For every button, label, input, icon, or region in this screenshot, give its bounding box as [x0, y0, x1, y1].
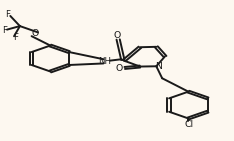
Text: O: O [116, 64, 123, 73]
Text: N: N [155, 62, 162, 71]
Text: Cl: Cl [185, 120, 194, 129]
Text: O: O [113, 31, 121, 40]
Text: F: F [5, 10, 10, 19]
Text: F: F [2, 26, 7, 35]
Text: O: O [32, 29, 39, 38]
Text: F: F [13, 33, 18, 42]
Text: NH: NH [98, 57, 111, 66]
